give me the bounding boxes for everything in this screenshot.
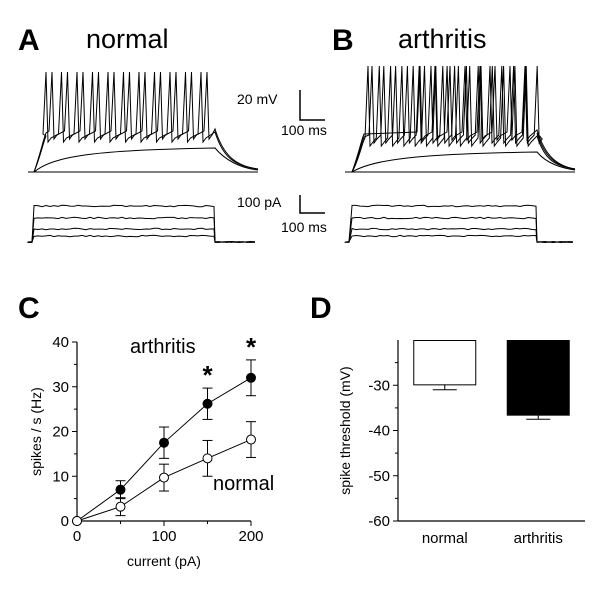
chart-c-y-tick-label: 10 [52, 468, 69, 485]
chart-d-y-tick-label: -30 [368, 377, 390, 394]
chart-c-point-normal [247, 435, 256, 444]
chart-c-point-arthritis [160, 438, 169, 447]
panel-b-title: arthritis [398, 24, 487, 54]
chart-d-bar-normal [414, 341, 476, 385]
scale-label-time-top: 100 ms [281, 122, 327, 138]
panel-letter-a: A [18, 24, 40, 57]
voltage-traces-arthritis [345, 66, 575, 172]
chart-d-category-label-arthritis: arthritis [514, 530, 563, 547]
chart-c-series-label-normal: normal [213, 473, 274, 495]
chart-c-x-tick-label: 0 [73, 528, 81, 545]
chart-c-point-normal [203, 454, 212, 463]
current-step [345, 235, 573, 242]
chart-d-spike-threshold: -30 -40 -50 -60 spike threshold (mV) normal ar… [337, 340, 585, 547]
chart-d-y-tick-label: -40 [368, 423, 390, 440]
chart-c-x-tick-label: 100 [151, 528, 176, 545]
chart-c-point-arthritis [203, 399, 212, 408]
chart-d-category-label-normal: normal [422, 530, 468, 547]
panel-a-title: normal [86, 24, 169, 54]
chart-c-point-arthritis [116, 485, 125, 494]
chart-d-y-axis-label: spike threshold (mV) [337, 366, 353, 494]
panel-letter-c: C [18, 292, 40, 325]
chart-c-point-normal [73, 517, 82, 526]
chart-c-x-axis-label: current (pA) [127, 553, 201, 569]
current-step [345, 217, 573, 242]
chart-c-x-tick-label: 200 [238, 528, 263, 545]
voltage-traces-normal [28, 72, 258, 172]
chart-c-significance-star: * [202, 360, 213, 390]
chart-c-y-tick-label: 20 [52, 424, 69, 441]
current-steps-arthritis [345, 205, 573, 242]
chart-c-y-tick-label: 40 [52, 334, 69, 351]
chart-d-y-tick-label: -60 [368, 513, 390, 530]
chart-c-series-label-arthritis: arthritis [130, 336, 196, 358]
current-steps-normal [28, 205, 255, 242]
scale-label-voltage: 20 mV [237, 91, 278, 107]
chart-c-y-tick-label: 0 [61, 513, 69, 530]
chart-d-y-tick-label: -50 [368, 468, 390, 485]
scale-bar-current-time [300, 195, 325, 213]
chart-c-point-normal [116, 502, 125, 511]
chart-c-y-axis-label: spikes / s (Hz) [28, 387, 44, 476]
chart-c-firing-rate: 0 10 20 30 40 0 100 200 current (pA) spikes / s (… [28, 332, 274, 569]
current-step [28, 205, 255, 242]
chart-c-y-tick-label: 30 [52, 379, 69, 396]
chart-c-significance-star: * [246, 332, 257, 362]
trace-subthreshold [345, 152, 575, 172]
scale-label-current: 100 pA [237, 194, 282, 210]
scale-bar-voltage-time [300, 90, 325, 120]
panel-letter-b: B [332, 24, 354, 57]
scale-label-time-bottom: 100 ms [281, 219, 327, 235]
panel-letter-d: D [310, 292, 332, 325]
chart-c-point-normal [160, 473, 169, 482]
current-step [345, 205, 573, 242]
chart-d-significance-star: ** [528, 389, 549, 419]
chart-c-point-arthritis [247, 373, 256, 382]
